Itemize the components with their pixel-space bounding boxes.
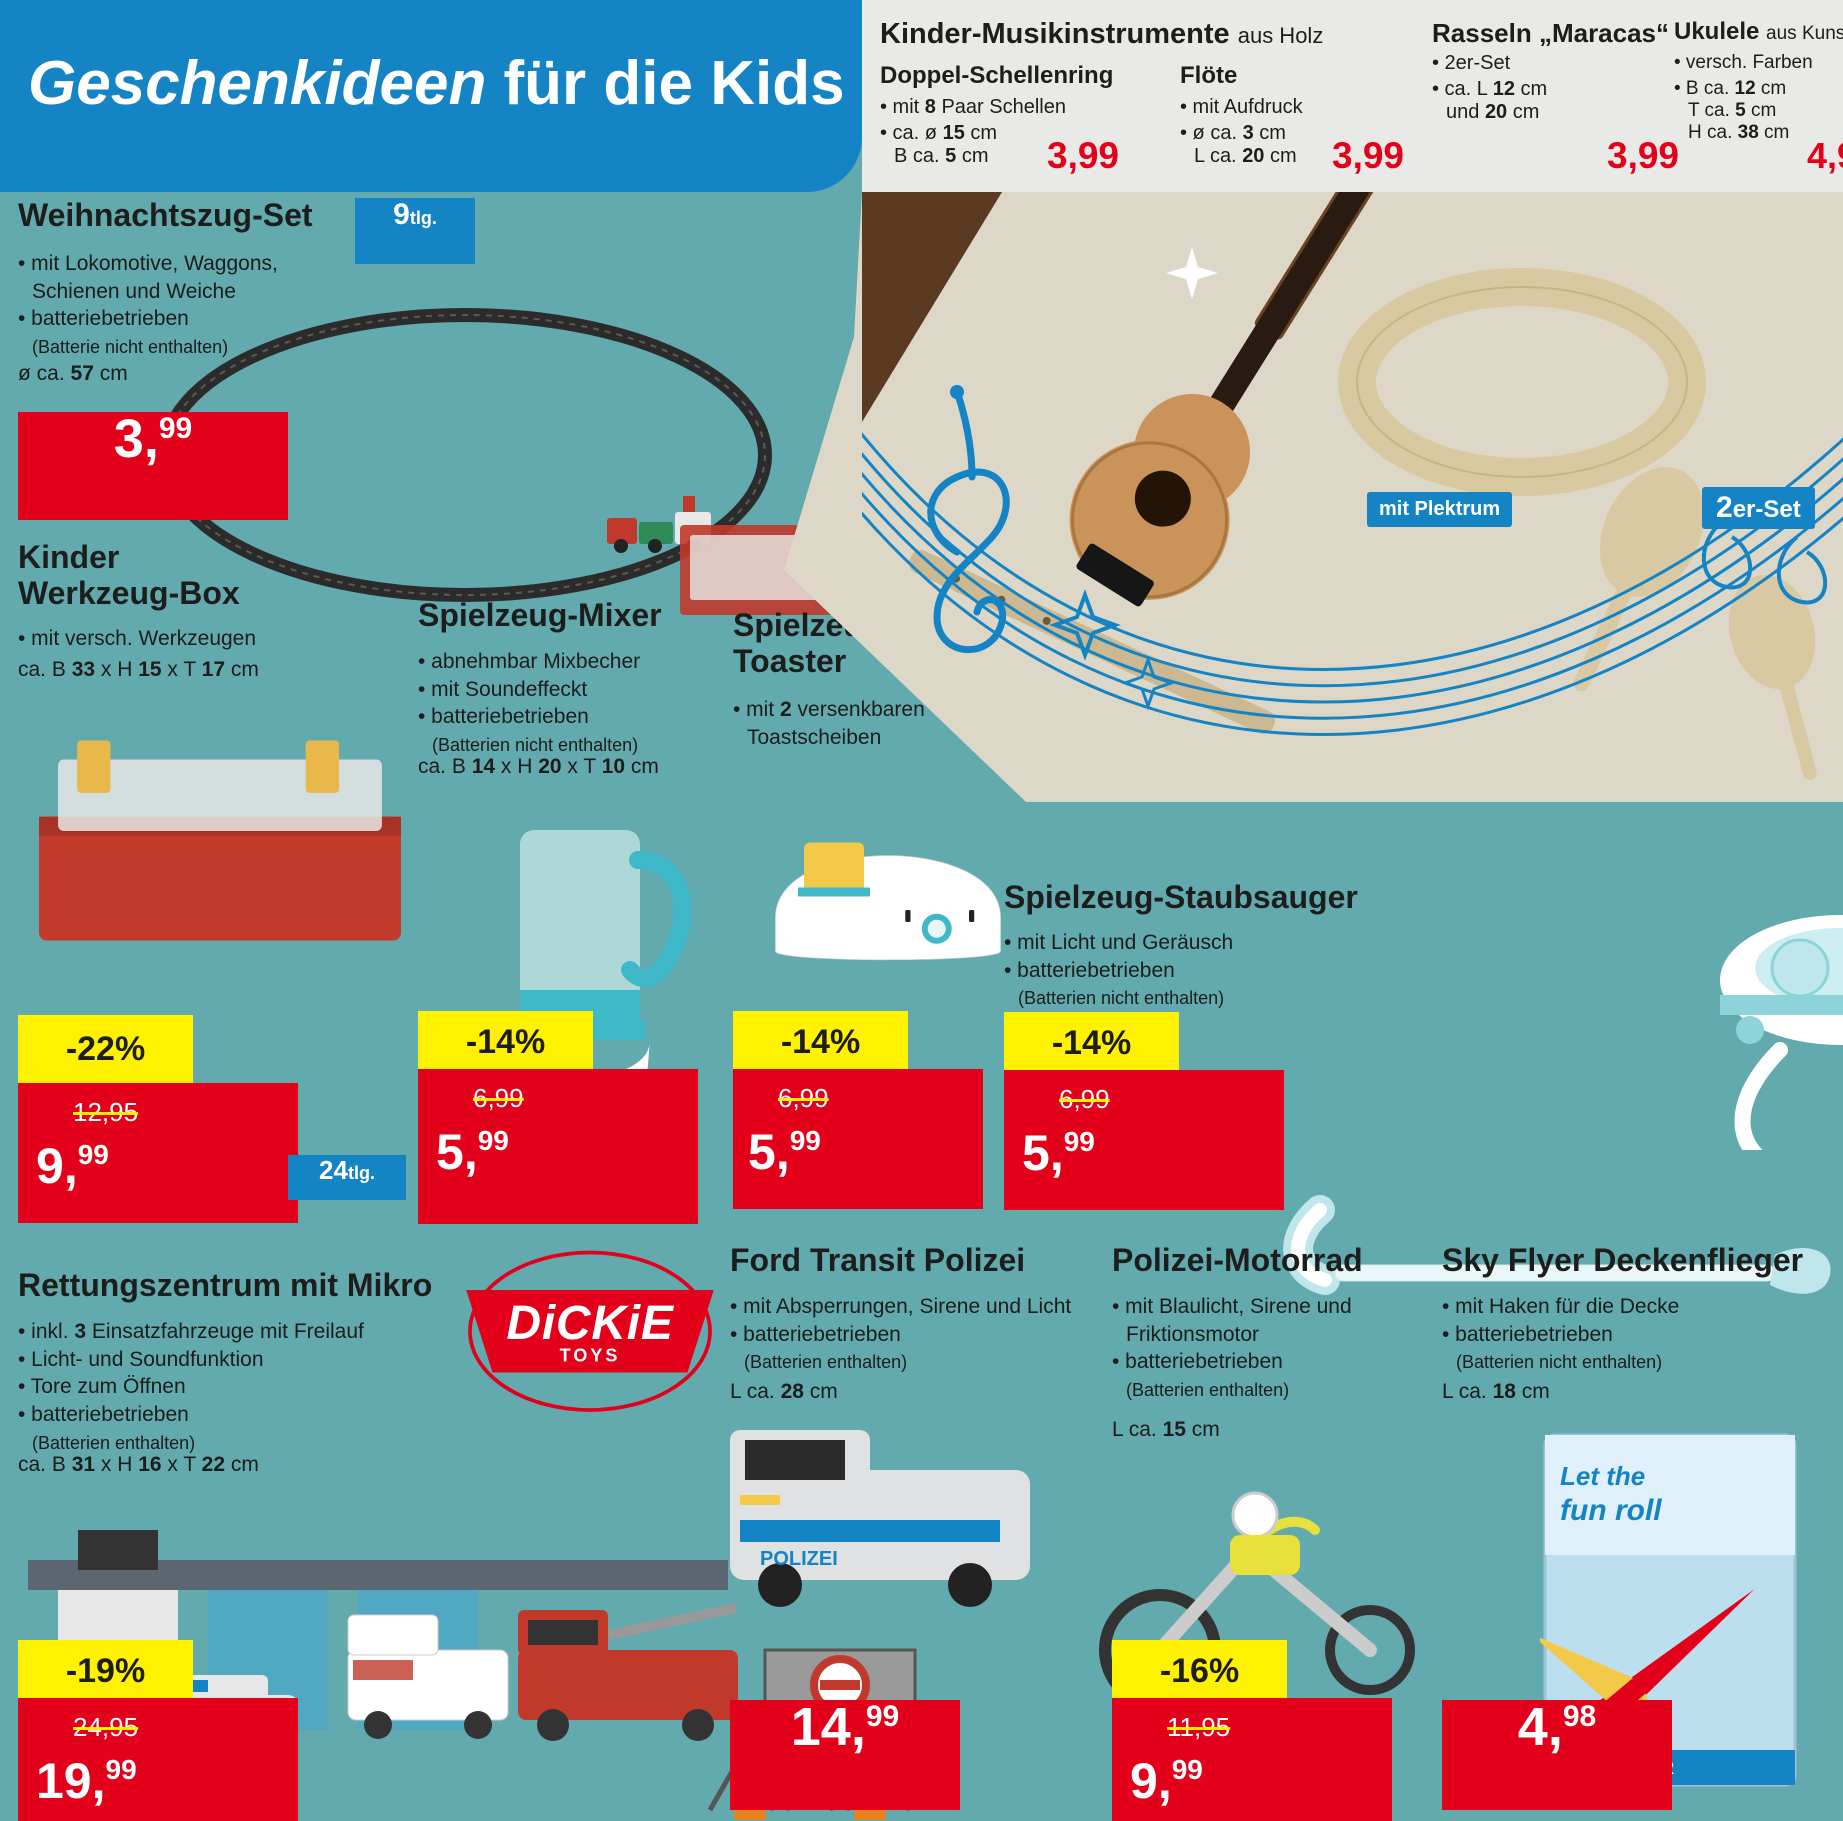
svg-text:fun roll: fun roll <box>1560 1494 1662 1527</box>
svg-text:TOYS: TOYS <box>560 1345 621 1365</box>
svg-text:Let the: Let the <box>1560 1461 1645 1491</box>
svg-text:DiCKiE: DiCKiE <box>506 1297 674 1350</box>
svg-text:POLIZEI: POLIZEI <box>760 1548 838 1570</box>
